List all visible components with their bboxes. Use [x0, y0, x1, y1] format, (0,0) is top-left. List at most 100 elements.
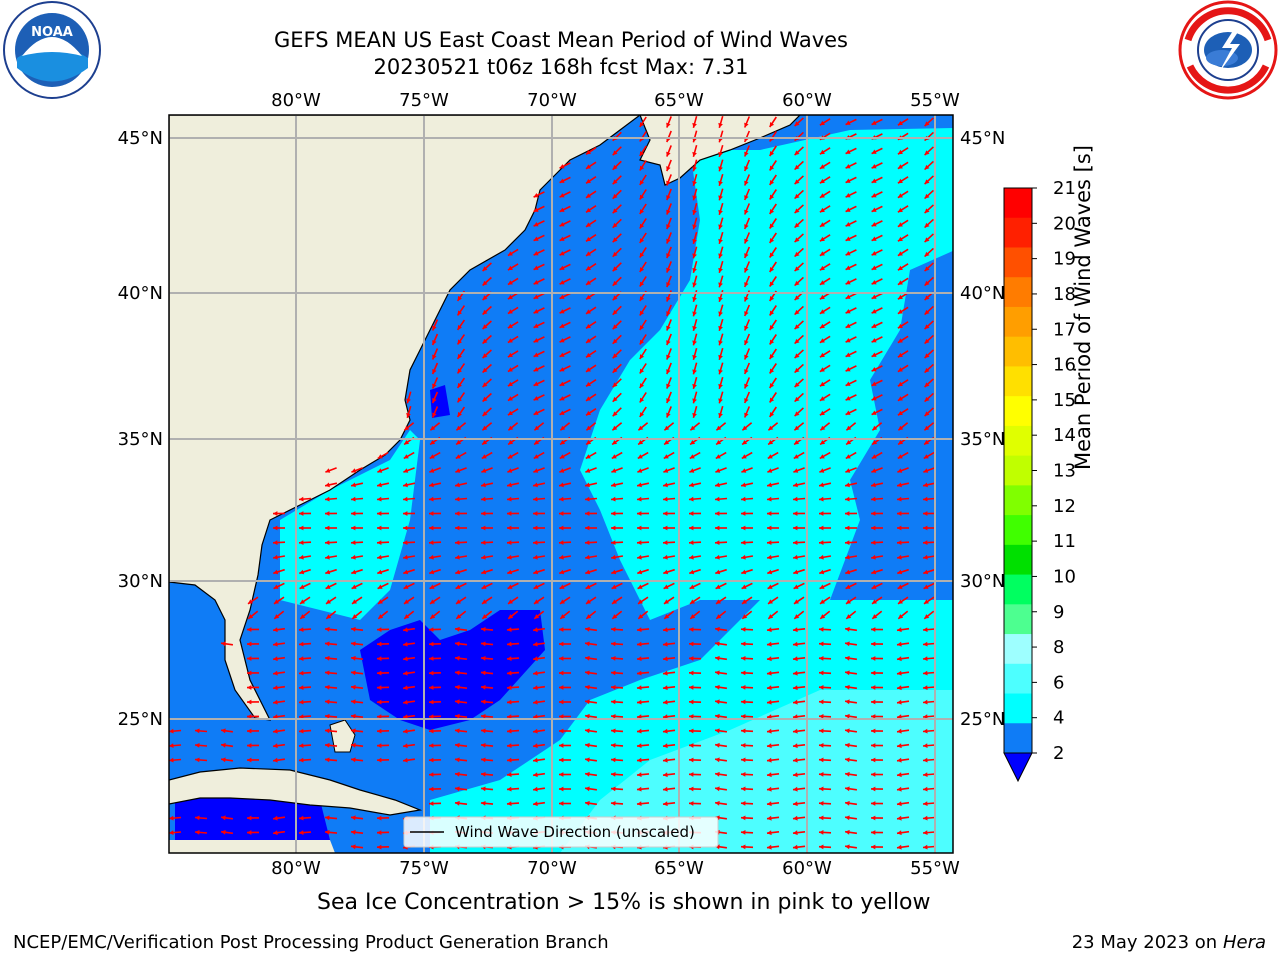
- wave-direction-arrowhead: [534, 440, 540, 445]
- wave-direction-arrowhead: [689, 496, 694, 502]
- wave-direction-arrowhead: [715, 525, 720, 531]
- wave-direction-arrowhead: [585, 742, 590, 748]
- wave-direction-arrowhead: [559, 670, 564, 676]
- wave-direction-arrowhead: [533, 670, 538, 676]
- wave-direction-arrowhead: [559, 584, 565, 589]
- wave-direction-arrowhead: [325, 482, 330, 488]
- wave-direction-arrowhead: [637, 540, 642, 545]
- wave-direction-arrowhead: [351, 742, 356, 748]
- wave-direction-arrowhead: [611, 511, 616, 516]
- wave-direction-arrowhead: [663, 511, 668, 516]
- wave-direction-arrowhead: [507, 496, 512, 502]
- wave-direction-arrowhead: [846, 614, 852, 619]
- wave-direction-arrowhead: [299, 699, 304, 705]
- footer-machine: Hera: [1222, 932, 1266, 953]
- lon-label-bottom: 65°W: [654, 858, 704, 879]
- wave-direction-arrowhead: [639, 354, 645, 359]
- wave-direction-arrowhead: [585, 496, 590, 502]
- wave-direction-arrowhead: [273, 656, 278, 662]
- wave-direction-arrowhead: [744, 122, 749, 128]
- wave-direction-arrowhead: [663, 584, 669, 589]
- wave-direction-arrowhead: [455, 525, 460, 531]
- wave-direction-arrowhead: [819, 525, 824, 531]
- wave-direction-arrowhead: [508, 440, 514, 445]
- wave-direction-arrowhead: [612, 614, 618, 619]
- wave-direction-arrowhead: [923, 685, 928, 690]
- wave-direction-arrowhead: [741, 569, 747, 575]
- wave-direction-arrowhead: [533, 236, 539, 241]
- wave-direction-arrowhead: [457, 353, 462, 359]
- wave-direction-arrowhead: [612, 237, 618, 243]
- wave-direction-arrowhead: [872, 599, 877, 604]
- wave-direction-arrowhead: [377, 714, 382, 719]
- wave-direction-arrowhead: [273, 511, 278, 516]
- lat-label-right: 40°N: [960, 283, 1005, 304]
- wave-direction-arrowhead: [585, 540, 590, 545]
- lat-label-right: 45°N: [960, 128, 1005, 149]
- land-andros: [329, 719, 356, 753]
- colorbar-band: [1004, 693, 1032, 724]
- wave-direction-arrowhead: [611, 699, 616, 705]
- wave-direction-arrowhead: [377, 844, 382, 850]
- wave-direction-arrowhead: [718, 166, 723, 172]
- wave-direction-arrowhead: [845, 207, 851, 212]
- wave-direction-arrowhead: [692, 195, 697, 201]
- wave-direction-arrowhead: [692, 224, 697, 230]
- wave-direction-arrowhead: [744, 296, 749, 302]
- wave-direction-arrowhead: [666, 325, 671, 331]
- lon-label-bottom: 60°W: [782, 858, 832, 879]
- wave-direction-arrowhead: [637, 801, 642, 806]
- wave-direction-arrowhead: [663, 641, 668, 647]
- wave-direction-arrowhead: [793, 454, 799, 459]
- wave-direction-arrowhead: [586, 352, 591, 358]
- wave-direction-arrowhead: [769, 325, 775, 330]
- wave-direction-arrowhead: [924, 150, 930, 156]
- wave-direction-arrowhead: [897, 323, 903, 329]
- wave-direction-arrowhead: [923, 525, 928, 531]
- wave-direction-arrowhead: [586, 207, 591, 213]
- wave-direction-arrowhead: [351, 699, 356, 705]
- wave-direction-arrowhead: [455, 482, 460, 488]
- colorbar-tick-label: 13: [1053, 461, 1076, 482]
- wave-direction-arrowhead: [612, 382, 618, 388]
- wave-direction-arrowhead: [299, 641, 304, 647]
- wave-direction-arrowhead: [637, 525, 642, 531]
- wave-direction-arrowhead: [559, 627, 564, 632]
- wave-direction-arrowhead: [871, 410, 877, 415]
- lon-label-top: 75°W: [399, 90, 449, 111]
- wave-direction-arrowhead: [533, 294, 539, 299]
- wave-direction-arrowhead: [845, 396, 851, 401]
- chart-title: GEFS MEAN US East Coast Mean Period of W…: [274, 28, 848, 52]
- wave-direction-arrowhead: [560, 440, 566, 445]
- wave-direction-arrowhead: [637, 714, 642, 719]
- wave-direction-arrowhead: [559, 801, 564, 806]
- wave-direction-arrowhead: [325, 829, 330, 835]
- wave-direction-arrowhead: [715, 454, 721, 459]
- wave-direction-arrowhead: [221, 757, 226, 763]
- chart-subtitle: 20230521 t06z 168h fcst Max: 7.31: [373, 55, 749, 79]
- wave-direction-arrowhead: [923, 454, 929, 459]
- wave-direction-arrowhead: [663, 569, 669, 575]
- wave-direction-arrowhead: [378, 599, 383, 604]
- wave-direction-arrowhead: [559, 728, 564, 734]
- lon-label-top: 60°W: [782, 90, 832, 111]
- wave-direction-arrowhead: [481, 641, 486, 647]
- wave-direction-arrowhead: [351, 829, 356, 835]
- wave-direction-arrowhead: [585, 684, 590, 690]
- wave-direction-arrowhead: [845, 367, 851, 372]
- wave-direction-arrowhead: [924, 280, 930, 286]
- colorbar-band: [1004, 515, 1032, 546]
- wave-direction-arrowhead: [923, 468, 929, 473]
- wave-direction-arrowhead: [611, 525, 616, 531]
- wave-direction-arrowhead: [221, 728, 226, 734]
- wave-direction-arrowhead: [457, 324, 462, 330]
- wave-direction-arrowhead: [586, 410, 591, 416]
- wave-direction-arrowhead: [639, 412, 645, 417]
- wave-direction-arrowhead: [923, 786, 928, 792]
- wave-direction-arrowhead: [534, 425, 540, 431]
- wave-direction-arrowhead: [637, 554, 642, 560]
- wave-direction-arrowhead: [923, 714, 928, 719]
- wave-direction-arrowhead: [692, 151, 697, 157]
- wave-direction-arrowhead: [507, 728, 512, 734]
- wave-direction-arrowhead: [325, 626, 330, 632]
